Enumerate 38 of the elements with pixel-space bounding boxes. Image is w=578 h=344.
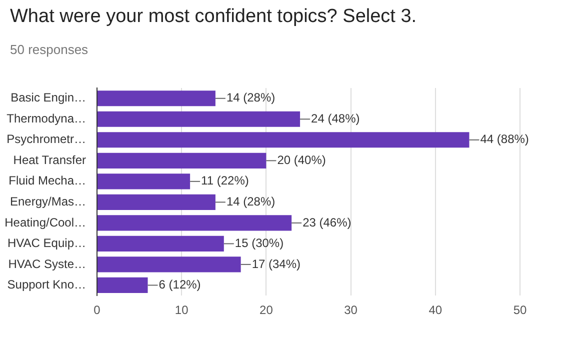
bar xyxy=(98,277,148,294)
y-tick-label: Energy/Mas… xyxy=(10,194,86,208)
data-label: 6 (12%) xyxy=(158,278,201,292)
bar xyxy=(98,90,216,106)
bar xyxy=(98,236,224,252)
chart-title: What were your most confident topics? Select 3. xyxy=(10,6,417,28)
x-tick-label: 50 xyxy=(513,303,527,318)
data-label: 15 (30%) xyxy=(234,236,284,250)
y-tick-label: HVAC Syste… xyxy=(8,256,86,271)
chart-subtitle: 50 responses xyxy=(10,42,88,57)
y-tick-label: Fluid Mecha… xyxy=(8,174,86,188)
bar xyxy=(98,174,190,190)
bar xyxy=(98,111,300,127)
bar xyxy=(98,256,241,272)
y-tick-label: Thermodyna… xyxy=(6,111,86,126)
y-tick-label: HVAC Equip… xyxy=(8,236,86,250)
y-tick-label: Basic Engin… xyxy=(10,90,86,105)
x-tick-label: 40 xyxy=(428,303,442,318)
x-tick-label: 10 xyxy=(174,303,189,318)
data-label: 20 (40%) xyxy=(277,152,326,167)
bar xyxy=(98,132,470,148)
data-label: 23 (46%) xyxy=(302,215,352,230)
bar xyxy=(98,194,216,210)
data-label: 44 (88%) xyxy=(480,132,529,146)
x-tick-label: 0 xyxy=(94,303,101,318)
data-label: 14 (28%) xyxy=(226,90,276,105)
y-tick-label: Support Kno… xyxy=(7,278,86,292)
y-tick-label: Psychrometr… xyxy=(6,132,86,146)
x-tick-label: 30 xyxy=(344,303,358,318)
x-tick-label: 20 xyxy=(260,303,274,318)
data-label: 24 (48%) xyxy=(311,111,360,126)
data-label: 17 (34%) xyxy=(252,256,301,271)
y-tick-label: Heating/Cool… xyxy=(4,215,86,230)
bar xyxy=(98,152,266,168)
data-label: 14 (28%) xyxy=(226,194,276,208)
data-label: 11 (22%) xyxy=(201,174,249,188)
y-tick-label: Heat Transfer xyxy=(13,152,86,167)
bar xyxy=(98,215,292,231)
